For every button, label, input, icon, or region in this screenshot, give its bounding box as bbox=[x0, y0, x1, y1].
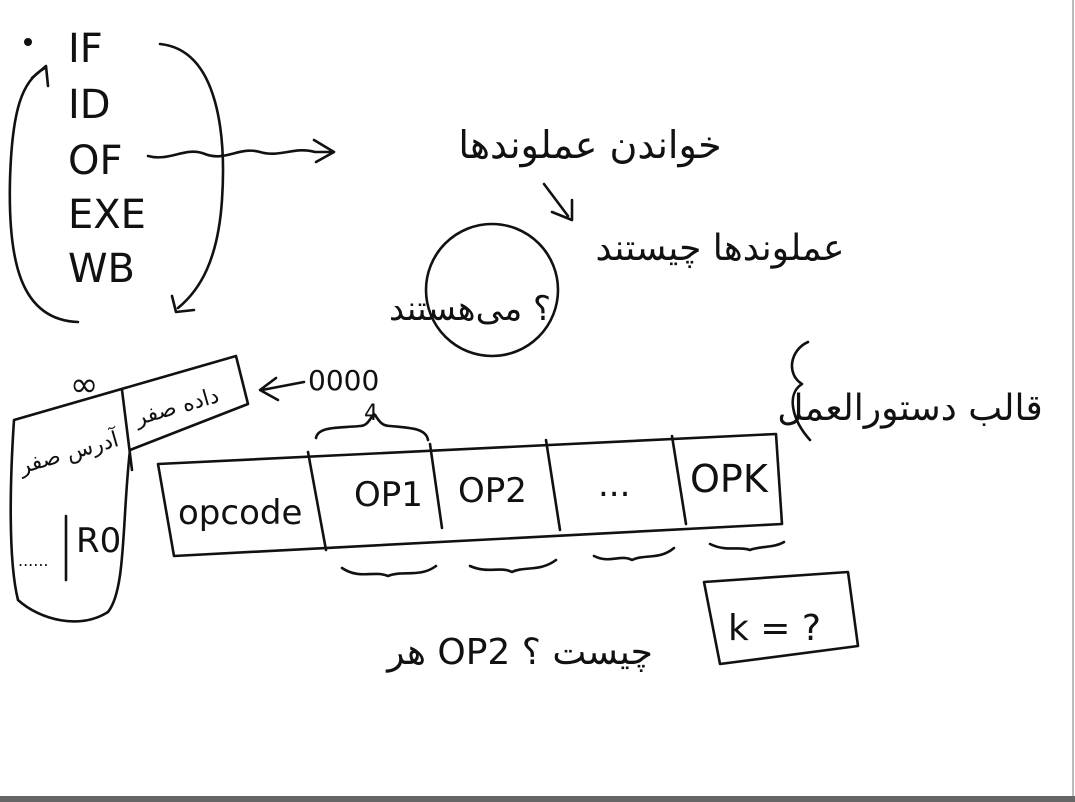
k-box bbox=[702, 570, 860, 666]
stage-exe: EXE bbox=[68, 192, 146, 238]
right-bracket-arrow bbox=[158, 42, 225, 310]
stage-wb: WB bbox=[68, 246, 135, 292]
read-operands-arrowhead bbox=[550, 198, 574, 222]
stage-if: IF bbox=[68, 26, 103, 72]
instruction-format-note: قالب دستورالعمل bbox=[777, 388, 1042, 429]
k-question: k = ? bbox=[728, 608, 821, 649]
address-zero-label: آدرس صفر bbox=[15, 425, 123, 480]
field-divider-3 bbox=[544, 438, 562, 532]
zero-address-box: داده صفر آدرس صفر R0 ...... bbox=[9, 354, 250, 623]
zero-bits-label: 0000 bbox=[308, 364, 379, 397]
instruction-format-box: opcode OP1 OP2 ... OPK bbox=[156, 432, 784, 558]
right-border bbox=[1072, 0, 1074, 802]
stage-of: OF bbox=[68, 138, 123, 184]
of-wavy-arrow bbox=[146, 149, 334, 159]
zero-bits-arrowhead bbox=[258, 376, 280, 402]
ink-dot bbox=[24, 38, 32, 46]
op1-brace bbox=[340, 564, 438, 578]
field-divider-2 bbox=[428, 442, 444, 530]
read-operands-note: خواندن عملوندها bbox=[458, 123, 721, 168]
operand-circle bbox=[424, 222, 560, 358]
register-dots: ...... bbox=[18, 551, 49, 570]
read-operands-arrow bbox=[542, 182, 570, 218]
what-are-operands-note: عملوندها چیستند bbox=[596, 228, 845, 269]
each-op-question: هر OP2 چیست ؟ bbox=[385, 632, 653, 673]
field-divider-1 bbox=[306, 450, 328, 552]
zero-address-box-outline bbox=[9, 354, 250, 623]
four-bits-brace bbox=[314, 412, 430, 442]
register-label: R0 bbox=[76, 521, 121, 561]
op3-brace bbox=[592, 546, 676, 562]
four-bits-label: 4 bbox=[364, 401, 378, 426]
zero-address-box-divider bbox=[120, 388, 134, 472]
left-loop-arrowhead bbox=[30, 64, 50, 88]
what-are-operands-suffix: ؟ می‌هستند bbox=[389, 289, 551, 329]
data-zero-label: داده صفر bbox=[131, 383, 222, 431]
stage-id: ID bbox=[68, 82, 111, 128]
op2-brace bbox=[468, 558, 558, 574]
field-op2: OP2 bbox=[458, 471, 527, 511]
field-ellipsis: ... bbox=[598, 465, 630, 505]
bottom-bar bbox=[0, 796, 1075, 802]
instruction-format-outline bbox=[156, 432, 784, 558]
opk-brace bbox=[708, 540, 786, 552]
field-opcode: opcode bbox=[178, 493, 302, 533]
zero-bits-arrow bbox=[260, 380, 306, 392]
left-loop-arrow bbox=[8, 66, 80, 324]
field-op1: OP1 bbox=[354, 475, 423, 515]
of-arrowhead bbox=[312, 138, 336, 164]
field-opk: OPK bbox=[690, 457, 769, 501]
field-divider-4 bbox=[670, 434, 688, 526]
instruction-format-brace bbox=[790, 340, 812, 442]
right-bracket-arrowhead bbox=[170, 294, 196, 314]
pipeline-stages: IF ID OF EXE WB bbox=[68, 26, 146, 292]
